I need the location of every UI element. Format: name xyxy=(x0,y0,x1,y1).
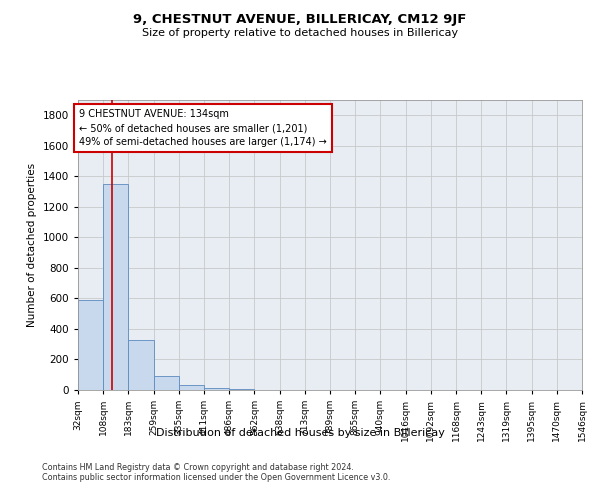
Text: Contains HM Land Registry data © Crown copyright and database right 2024.: Contains HM Land Registry data © Crown c… xyxy=(42,464,354,472)
Bar xyxy=(154,376,179,390)
Bar xyxy=(128,340,154,390)
Bar xyxy=(179,384,204,390)
Bar xyxy=(78,300,103,390)
Y-axis label: Number of detached properties: Number of detached properties xyxy=(27,163,37,327)
Text: 9 CHESTNUT AVENUE: 134sqm
← 50% of detached houses are smaller (1,201)
49% of se: 9 CHESTNUT AVENUE: 134sqm ← 50% of detac… xyxy=(79,109,327,147)
Bar xyxy=(204,388,229,390)
Bar xyxy=(229,389,254,390)
Bar xyxy=(103,184,128,390)
Text: 9, CHESTNUT AVENUE, BILLERICAY, CM12 9JF: 9, CHESTNUT AVENUE, BILLERICAY, CM12 9JF xyxy=(133,12,467,26)
Text: Contains public sector information licensed under the Open Government Licence v3: Contains public sector information licen… xyxy=(42,474,391,482)
Text: Distribution of detached houses by size in Billericay: Distribution of detached houses by size … xyxy=(155,428,445,438)
Text: Size of property relative to detached houses in Billericay: Size of property relative to detached ho… xyxy=(142,28,458,38)
